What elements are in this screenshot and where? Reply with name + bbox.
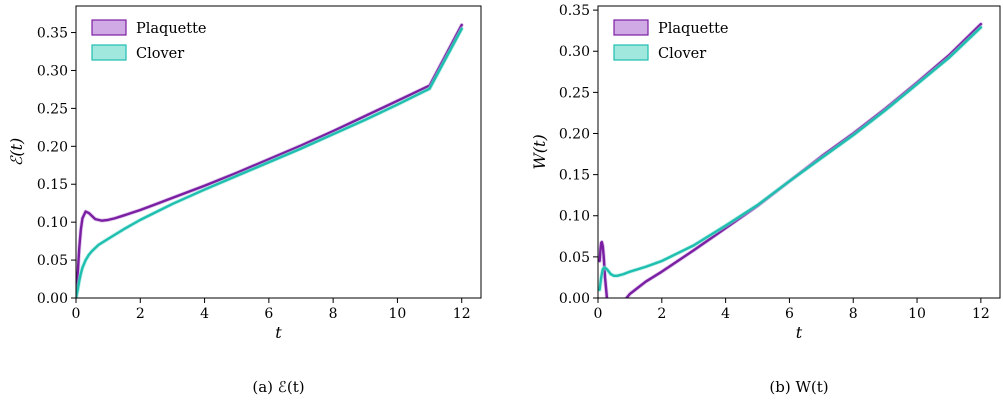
x-tick-label: 2 [657,306,666,322]
legend-label-clover: Clover [658,46,706,62]
y-tick-label: 0.20 [37,139,68,155]
legend-label-plaquette: Plaquette [658,21,728,37]
y-tick-label: 0.15 [37,177,68,193]
legend-swatch-plaquette [613,19,649,36]
x-tick-label: 10 [389,306,407,322]
y-tick-label: 0.25 [37,101,68,117]
panel-b: 0 2 4 6 8 10 12 0.00 0.05 0.10 0.15 0.20 0.25 0.30 0.3… [530,3,1001,396]
legend-swatch-plaquette [91,19,127,36]
y-tick-label: 0.25 [559,85,590,101]
x-tick-label: 12 [453,306,471,322]
y-tick-label: 0.15 [559,168,590,184]
plot-frame [75,5,482,299]
y-tick-label: 0.05 [559,250,590,266]
x-axis-label: t [275,323,282,342]
legend-swatch-clover [613,44,649,61]
x-tick-label: 4 [721,306,730,322]
y-tick-label: 0.35 [37,26,68,42]
x-tick-label: 4 [200,306,209,322]
legend-label-plaquette: Plaquette [136,21,206,37]
x-tick-label: 6 [264,306,273,322]
series-line-clover [598,26,983,291]
plot-area [598,22,983,298]
x-tick-label: 2 [136,306,145,322]
y-tick-label: 0.10 [37,215,68,231]
legend-swatch-clover [91,44,127,61]
y-tick-label: 0.35 [559,3,590,19]
panel-caption: (a) ℰ(t) [252,378,304,396]
x-tick-label: 0 [72,306,81,322]
y-tick-label: 0.20 [559,126,590,142]
y-tick-label: 0.00 [559,291,590,307]
series-line-clover [76,27,463,298]
y-axis-label: W(t) [530,134,549,169]
panel-caption: (b) W(t) [769,378,828,396]
plot-area [76,22,464,298]
x-tick-label: 6 [785,306,794,322]
legend-label-clover: Clover [136,46,184,62]
x-tick-label: 8 [849,306,858,322]
y-tick-label: 0.10 [559,209,590,225]
plot-frame [597,5,1001,299]
y-tick-label: 0.05 [37,253,68,269]
x-tick-label: 8 [329,306,338,322]
y-tick-label: 0.00 [37,291,68,307]
x-tick-label: 10 [908,306,926,322]
y-axis-label: ℰ(t) [7,138,26,167]
y-tick-label: 0.30 [37,63,68,79]
x-axis-label: t [796,323,803,342]
series-band-clover [598,25,983,292]
x-tick-label: 12 [972,306,990,322]
y-tick-label: 0.30 [559,44,590,60]
panel-a: 0 2 4 6 8 10 12 0.00 0.05 0.10 0.15 0.20 0.25 0.30 0.3… [7,5,482,396]
series-line-plaquette [76,23,463,298]
x-tick-label: 0 [594,306,603,322]
